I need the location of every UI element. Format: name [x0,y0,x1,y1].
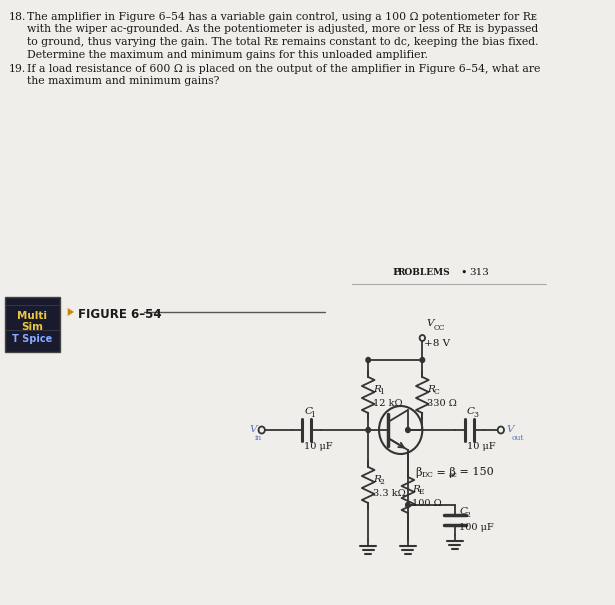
Text: R: R [373,474,381,483]
Text: 18.: 18. [9,12,26,22]
Text: 2: 2 [466,511,470,519]
Text: 3.3 kΩ: 3.3 kΩ [373,488,405,497]
Text: 100 Ω: 100 Ω [413,499,442,508]
Text: V: V [250,425,257,434]
Text: +8 V: +8 V [424,339,450,348]
Bar [4,297,60,352]
Text: CC: CC [433,324,445,332]
Text: out: out [512,434,524,442]
Text: to ground, thus varying the gain. The total Rᴇ remains constant to dc, keeping t: to ground, thus varying the gain. The to… [27,37,539,47]
Text: C: C [459,508,467,517]
Circle shape [366,358,370,362]
Circle shape [406,428,410,433]
Text: C: C [433,388,439,396]
Text: 313: 313 [469,268,489,277]
Polygon shape [68,308,74,316]
Text: R: R [427,385,435,393]
Text: 2: 2 [379,478,384,486]
Text: = 150: = 150 [456,467,493,477]
Text: R: R [373,385,381,393]
Text: C: C [304,407,312,416]
Text: 10 μF: 10 μF [467,442,495,451]
Text: P: P [392,268,400,277]
Text: R: R [413,485,420,494]
Text: 330 Ω: 330 Ω [427,399,457,408]
Text: 10 μF: 10 μF [304,442,333,451]
Text: Sim: Sim [22,322,44,332]
Text: The amplifier in Figure 6–54 has a variable gain control, using a 100 Ω potentio: The amplifier in Figure 6–54 has a varia… [27,12,537,22]
Circle shape [420,358,424,362]
Text: FIGURE 6–54: FIGURE 6–54 [77,308,161,321]
Text: 1: 1 [379,388,384,396]
Text: T Spice: T Spice [12,334,53,344]
Text: If a load resistance of 600 Ω is placed on the output of the amplifier in Figure: If a load resistance of 600 Ω is placed … [27,64,541,74]
Text: Determine the maximum and minimum gains for this unloaded amplifier.: Determine the maximum and minimum gains … [27,50,428,59]
Text: 19.: 19. [9,64,26,74]
Text: Multi: Multi [17,311,47,321]
Text: 100 μF: 100 μF [459,523,494,532]
Text: C: C [467,407,475,416]
Text: ROBLEMS: ROBLEMS [398,268,451,277]
Circle shape [406,503,410,508]
Text: V: V [427,319,434,328]
Text: with the wiper ac-grounded. As the potentiometer is adjusted, more or less of Rᴇ: with the wiper ac-grounded. As the poten… [27,24,538,34]
Text: in: in [255,434,262,442]
Text: 1: 1 [311,411,315,419]
Text: DC: DC [421,471,434,479]
Text: β: β [415,466,422,477]
Text: = β: = β [433,466,456,477]
Text: the maximum and minimum gains?: the maximum and minimum gains? [27,76,220,87]
Text: V: V [506,425,514,434]
Text: 3: 3 [473,411,478,419]
Text: •: • [460,268,467,278]
Text: E: E [419,488,424,496]
Circle shape [366,428,370,433]
Text: 12 kΩ: 12 kΩ [373,399,402,408]
Text: ac: ac [448,471,458,479]
